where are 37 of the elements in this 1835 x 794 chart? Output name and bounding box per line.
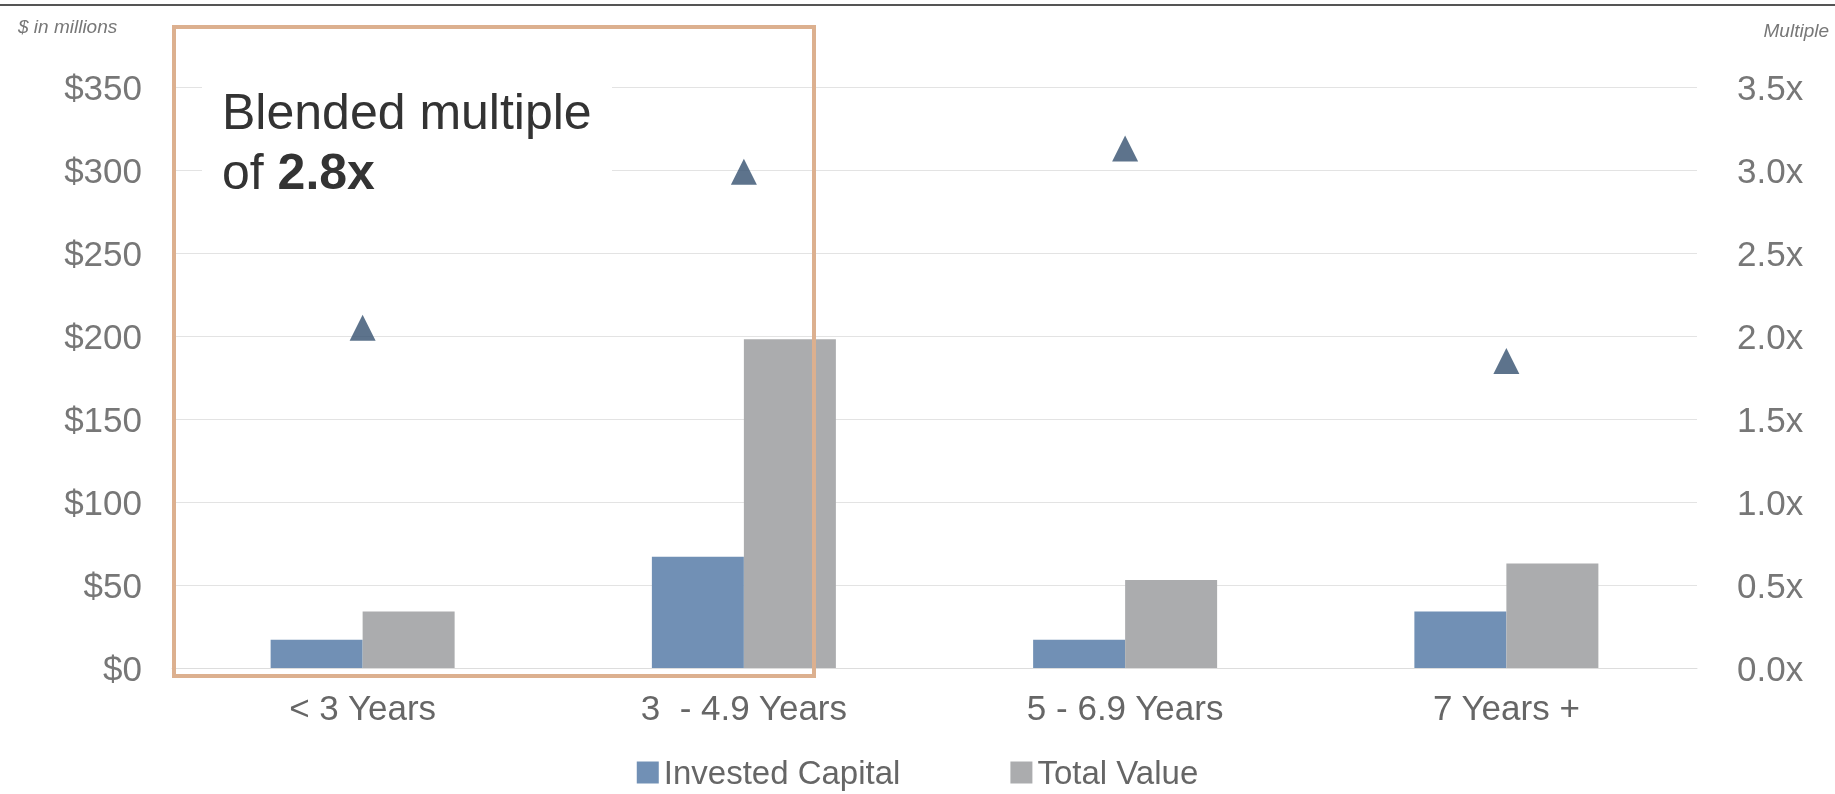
y2-tick-label: 2.0x <box>1737 316 1804 356</box>
point <box>349 314 376 341</box>
bar <box>743 339 836 668</box>
y-tick-label: $350 <box>64 67 142 107</box>
y2-tick-label: 1.0x <box>1737 482 1804 522</box>
bar <box>1414 611 1507 668</box>
y2-tick-label: 3.5x <box>1737 67 1804 107</box>
y2-tick-label: 3.0x <box>1737 150 1804 190</box>
y2-tick-label: 1.5x <box>1737 399 1804 439</box>
point <box>1493 347 1520 374</box>
x-tick-label: < 3 Years <box>289 688 437 727</box>
x-tick-label: 3 - 4.9 Years <box>640 688 848 727</box>
y-tick-label: $150 <box>64 399 142 439</box>
y-tick-label: $50 <box>83 565 142 605</box>
bar <box>1125 580 1218 668</box>
bar <box>362 611 455 668</box>
y2-tick-label: 0.0x <box>1737 648 1804 688</box>
point <box>1112 135 1139 162</box>
y2-tick-label: 2.5x <box>1737 233 1804 273</box>
point <box>730 158 757 185</box>
x-tick-label: 5 - 6.9 Years <box>1026 688 1224 727</box>
legend-label: Invested Capital <box>663 754 901 791</box>
bar <box>1506 563 1599 668</box>
annotation: Blended multiple of 2.8x <box>202 72 612 212</box>
bar <box>1033 639 1126 668</box>
y-tick-label: $0 <box>103 648 142 688</box>
x-tick-label: 7 Years + <box>1432 688 1580 727</box>
y2-tick-label: 0.5x <box>1737 565 1804 605</box>
bar <box>270 639 363 668</box>
bar <box>651 556 744 668</box>
y2-axis-title: Multiple <box>1763 20 1829 42</box>
legend-label: Total Value <box>1037 754 1199 791</box>
y-tick-label: $250 <box>64 233 142 273</box>
y-tick-label: $200 <box>64 316 142 356</box>
y-tick-label: $100 <box>64 482 142 522</box>
y-tick-label: $300 <box>64 150 142 190</box>
y-axis-title: $ in millions <box>18 16 118 38</box>
